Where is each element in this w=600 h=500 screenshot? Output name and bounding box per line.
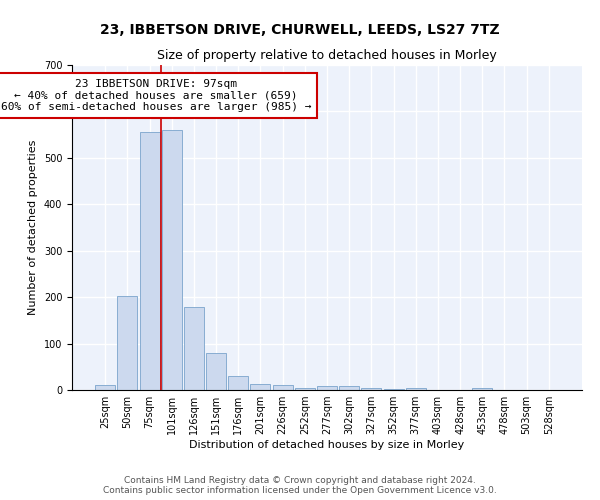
Bar (295, 388, 315, 390)
X-axis label: Distribution of detached houses by size in Morley: Distribution of detached houses by size … (190, 440, 464, 450)
Y-axis label: Number of detached properties: Number of detached properties (28, 140, 38, 315)
Text: Contains HM Land Registry data © Crown copyright and database right 2024.
Contai: Contains HM Land Registry data © Crown c… (103, 476, 497, 495)
Bar (228, 376, 248, 390)
Bar (406, 388, 426, 390)
Bar (383, 388, 404, 390)
Bar (472, 388, 492, 390)
Bar (361, 388, 382, 390)
Bar (162, 130, 182, 390)
Bar (272, 386, 293, 390)
Bar (250, 384, 271, 390)
Bar (317, 386, 337, 390)
Bar (339, 386, 359, 390)
Bar (140, 132, 160, 390)
Bar (184, 308, 204, 390)
Bar (206, 353, 226, 390)
Bar (95, 386, 115, 390)
Text: 23 IBBETSON DRIVE: 97sqm
← 40% of detached houses are smaller (659)
60% of semi-: 23 IBBETSON DRIVE: 97sqm ← 40% of detach… (1, 79, 311, 112)
Bar (118, 296, 137, 390)
Title: Size of property relative to detached houses in Morley: Size of property relative to detached ho… (157, 50, 497, 62)
Text: 23, IBBETSON DRIVE, CHURWELL, LEEDS, LS27 7TZ: 23, IBBETSON DRIVE, CHURWELL, LEEDS, LS2… (100, 22, 500, 36)
